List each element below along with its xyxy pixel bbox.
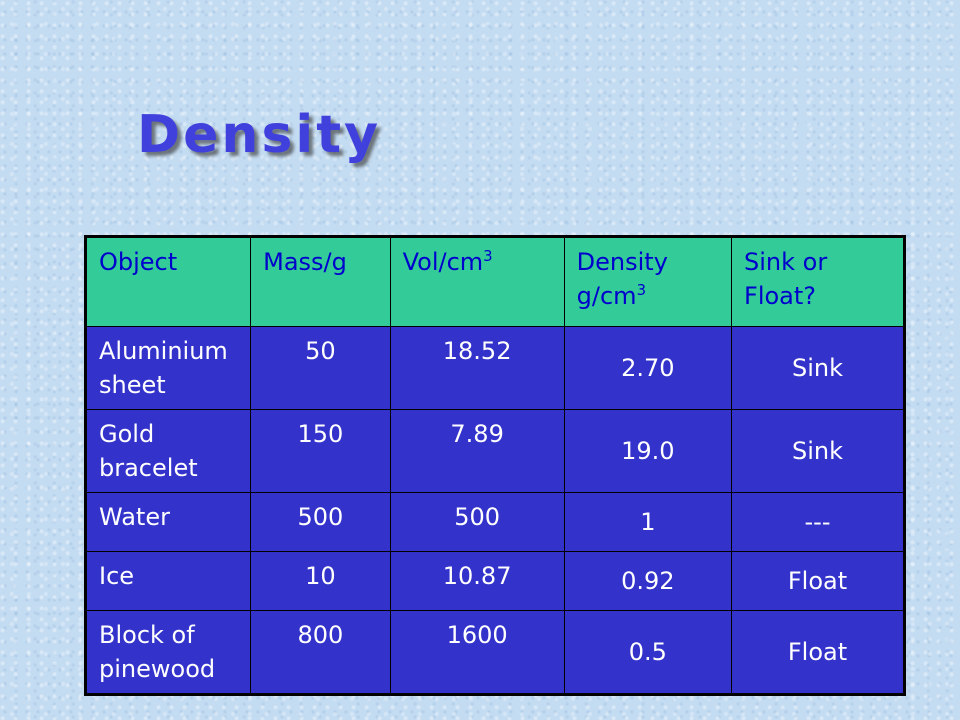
table-row: Water 500 500 1 --- <box>84 492 905 552</box>
cell-sink-or-float: Sink <box>731 409 905 493</box>
header-object: Object <box>84 236 252 327</box>
cell-density: 0.92 <box>563 551 733 611</box>
cell-mass: 50 <box>250 326 391 410</box>
volume-unit-exponent: 3 <box>483 247 493 265</box>
cell-object: Water <box>84 492 252 552</box>
cell-sink-or-float: --- <box>731 492 905 552</box>
cell-mass: 800 <box>250 610 391 695</box>
cell-object: Ice <box>84 551 252 611</box>
cell-volume: 18.52 <box>389 326 565 410</box>
cell-density: 0.5 <box>563 610 733 695</box>
cell-sink-or-float: Float <box>731 551 905 611</box>
cell-sink-or-float: Sink <box>731 326 905 410</box>
table-row: Block of pinewood 800 1600 0.5 Float <box>84 610 905 695</box>
cell-mass: 10 <box>250 551 391 611</box>
cell-volume: 7.89 <box>389 409 565 493</box>
cell-density: 1 <box>563 492 733 552</box>
table-row: Aluminium sheet 50 18.52 2.70 Sink <box>84 326 905 410</box>
header-volume: Vol/cm3 <box>389 236 565 327</box>
cell-object: Aluminium sheet <box>84 326 252 410</box>
cell-sink-or-float: Float <box>731 610 905 695</box>
cell-density: 19.0 <box>563 409 733 493</box>
page-title: Density <box>137 105 381 165</box>
cell-volume: 1600 <box>389 610 565 695</box>
header-mass: Mass/g <box>250 236 391 327</box>
cell-mass: 150 <box>250 409 391 493</box>
header-density: Density g/cm3 <box>563 236 733 327</box>
density-unit-exponent: 3 <box>636 281 647 299</box>
table-row: Gold bracelet 150 7.89 19.0 Sink <box>84 409 905 493</box>
cell-object: Block of pinewood <box>84 610 252 695</box>
table-header-row: Object Mass/g Vol/cm3 Density g/cm3 Sink… <box>84 236 905 327</box>
header-sink-or-float: Sink or Float? <box>731 236 905 327</box>
cell-volume: 500 <box>389 492 565 552</box>
table-row: Ice 10 10.87 0.92 Float <box>84 551 905 611</box>
cell-volume: 10.87 <box>389 551 565 611</box>
cell-object: Gold bracelet <box>84 409 252 493</box>
density-table: Object Mass/g Vol/cm3 Density g/cm3 Sink… <box>84 235 906 696</box>
cell-mass: 500 <box>250 492 391 552</box>
cell-density: 2.70 <box>563 326 733 410</box>
